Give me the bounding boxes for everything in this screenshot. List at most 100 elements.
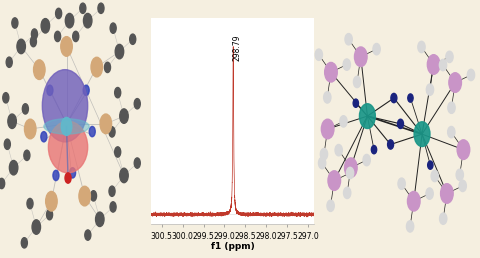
Circle shape [440, 213, 447, 224]
Circle shape [27, 198, 33, 209]
Circle shape [96, 212, 104, 227]
Circle shape [327, 200, 334, 212]
Circle shape [345, 34, 352, 45]
Circle shape [373, 43, 380, 55]
Circle shape [32, 220, 40, 234]
Circle shape [134, 158, 140, 168]
Circle shape [21, 238, 27, 248]
Circle shape [34, 60, 45, 79]
Circle shape [344, 187, 351, 199]
Circle shape [320, 149, 328, 160]
Circle shape [408, 94, 413, 102]
Circle shape [4, 139, 11, 149]
Circle shape [324, 92, 331, 103]
Ellipse shape [44, 119, 89, 134]
Circle shape [441, 184, 453, 203]
Circle shape [41, 19, 49, 33]
Circle shape [354, 47, 367, 67]
Circle shape [372, 146, 377, 154]
Circle shape [23, 104, 28, 114]
Circle shape [363, 154, 370, 166]
Circle shape [61, 117, 72, 135]
Circle shape [84, 13, 92, 28]
Circle shape [328, 171, 341, 190]
Circle shape [72, 31, 79, 42]
Circle shape [407, 221, 414, 232]
Circle shape [391, 93, 397, 103]
Circle shape [61, 37, 72, 56]
Circle shape [83, 85, 89, 95]
Ellipse shape [48, 121, 88, 173]
Circle shape [12, 18, 18, 28]
Circle shape [414, 122, 430, 147]
Circle shape [324, 62, 337, 82]
Circle shape [89, 126, 95, 137]
Circle shape [426, 84, 433, 95]
Circle shape [56, 8, 61, 19]
Circle shape [70, 168, 75, 178]
Circle shape [30, 36, 36, 47]
Circle shape [24, 150, 30, 160]
Circle shape [120, 109, 128, 123]
Circle shape [340, 116, 347, 127]
Circle shape [468, 69, 475, 80]
Circle shape [448, 126, 455, 138]
Ellipse shape [42, 70, 88, 142]
Circle shape [109, 186, 115, 196]
Circle shape [457, 140, 470, 159]
Circle shape [10, 160, 18, 175]
Circle shape [335, 144, 342, 156]
Circle shape [90, 191, 96, 201]
Circle shape [398, 178, 405, 189]
Circle shape [85, 230, 91, 240]
Circle shape [65, 173, 71, 183]
Circle shape [110, 23, 116, 33]
Circle shape [408, 191, 420, 211]
Circle shape [345, 158, 357, 178]
Circle shape [110, 202, 116, 212]
Circle shape [428, 161, 433, 169]
Circle shape [46, 191, 57, 211]
Circle shape [353, 99, 359, 107]
Circle shape [79, 186, 90, 206]
Circle shape [6, 57, 12, 67]
Circle shape [98, 3, 104, 13]
Circle shape [456, 169, 463, 181]
Circle shape [397, 119, 404, 128]
Circle shape [321, 119, 334, 139]
Circle shape [115, 147, 120, 157]
Circle shape [387, 140, 394, 149]
Circle shape [347, 167, 354, 179]
Circle shape [439, 59, 447, 71]
Circle shape [418, 41, 425, 53]
Circle shape [47, 209, 53, 220]
Circle shape [109, 127, 115, 137]
Circle shape [446, 51, 453, 62]
Circle shape [3, 93, 9, 103]
Circle shape [91, 57, 103, 77]
Circle shape [431, 170, 438, 182]
Circle shape [17, 39, 25, 54]
Circle shape [319, 157, 326, 169]
Circle shape [130, 34, 136, 44]
X-axis label: f1 (ppm): f1 (ppm) [211, 243, 255, 252]
Circle shape [427, 55, 440, 74]
Circle shape [426, 188, 433, 199]
Text: 298.79: 298.79 [233, 35, 242, 61]
Circle shape [459, 180, 467, 191]
Circle shape [65, 13, 74, 28]
Circle shape [448, 102, 455, 114]
Circle shape [105, 62, 110, 72]
Circle shape [53, 170, 59, 181]
Circle shape [0, 178, 5, 189]
Circle shape [353, 76, 361, 88]
Circle shape [115, 87, 120, 98]
Circle shape [41, 132, 47, 142]
Circle shape [343, 59, 350, 70]
Circle shape [134, 99, 140, 109]
Circle shape [31, 29, 37, 39]
Circle shape [47, 85, 53, 95]
Circle shape [449, 73, 461, 92]
Circle shape [24, 119, 36, 139]
Circle shape [8, 114, 16, 128]
